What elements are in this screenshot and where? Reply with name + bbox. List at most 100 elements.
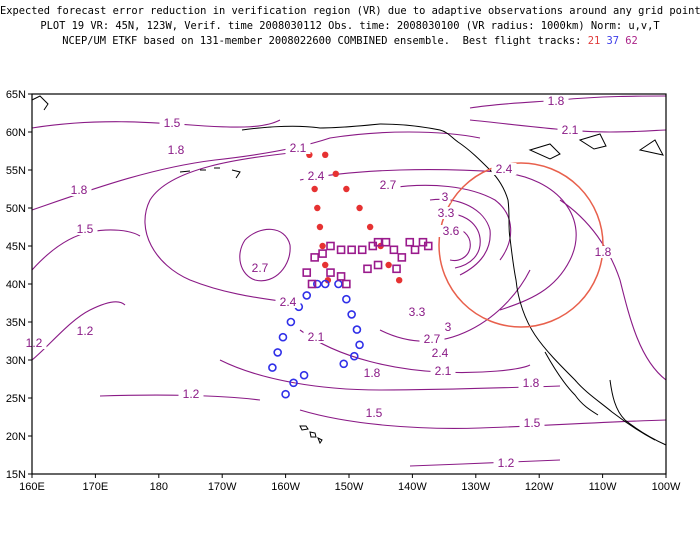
contour-label-bg [493,457,519,469]
contour-label-bg [419,333,445,345]
contour-1-8-south [219,359,561,391]
coast-canada-islands [528,133,664,160]
contour-label: 2.4 [432,346,449,360]
title-line-3-prefix: NCEP/UM ETKF based on 131-member 2008022… [62,35,582,47]
track-37-point [339,359,349,369]
contour-label-bg [72,223,98,235]
contour-label: 3.3 [409,305,426,319]
track-21-point [332,170,339,177]
contour-1-2-bottom [409,459,561,467]
contour-label-bg [442,321,454,333]
x-tick-label: 170W [208,481,237,493]
track-62-point [392,264,401,274]
track-62-point [336,245,346,255]
y-tick-label: 30N [6,355,26,367]
contour-label: 1.5 [524,416,541,430]
contour-label: 2.4 [308,169,325,183]
contour-label: 1.5 [77,222,94,236]
contour-label-bg [72,325,98,337]
flight-tracks [268,151,433,399]
track-37-point [349,351,359,361]
contour-label-bg [21,337,47,349]
track-62-point [336,272,346,281]
verification-region-circle [438,162,604,328]
contour-label-bg [303,331,329,343]
coast-east-asia [31,95,49,111]
contour-label-bg [427,347,453,359]
contour-label-bg [285,142,311,154]
coast-hawaii [299,425,323,445]
contour-label-bg [518,377,544,389]
track-37-point [352,325,362,334]
map-background [32,94,666,474]
contour-label-bg [247,262,273,274]
track-62-point [373,237,383,247]
y-tick-label: 25N [6,393,26,405]
track-62-point [302,268,312,277]
contour-label: 2.4 [496,162,513,176]
contour-label: 3 [445,320,452,334]
contour-label: 1.2 [183,387,200,401]
track-62-point [307,279,317,289]
track-62-point [326,268,335,277]
track-21-point [314,204,321,212]
contour-label: 2.1 [308,330,325,344]
contour-1-2-west [31,301,126,361]
contour-label: 2.7 [252,261,269,275]
contour-label-bg [275,296,301,308]
x-tick-label: 130W [461,481,490,493]
coast-baja [544,351,599,416]
contour-label: 1.8 [548,94,565,108]
axis-ticks [28,93,667,478]
track-37-point [286,317,296,327]
contour-label: 1.8 [168,143,185,157]
y-axis-labels: 65N 60N 55N 50N 45N 40N 35N 30N 25N 20N 15N [6,89,26,481]
contour-3-ring [429,198,491,276]
contour-label-bg [519,417,545,429]
contour-label: 2.7 [424,332,441,346]
track-21-point [311,185,318,193]
track-21-point [366,223,374,231]
contour-inner-south [379,269,531,342]
x-tick-label: 140W [398,481,427,493]
y-tick-label: 15N [6,469,26,481]
track-62-point [347,245,356,255]
contour-1-8-east [559,199,667,381]
track-21-point [322,151,329,158]
contour-label: 1.5 [164,116,181,130]
y-tick-label: 35N [6,317,26,329]
track-62-point [405,237,415,247]
track-legend-21: 21 [587,35,601,47]
y-tick-label: 60N [6,127,26,139]
track-legend-37: 37 [606,35,619,47]
contour-label-bg [557,124,583,136]
contour-2-4-ring [299,169,577,311]
contour-label-bg [375,179,401,191]
contour-label-bg [438,225,464,237]
track-21-point [324,277,332,284]
track-37-point [268,363,277,372]
track-37-point [355,340,364,350]
track-62-point [310,253,319,262]
track-37-point [347,310,356,319]
contour-2-7-left-loop [239,228,291,282]
track-62-point [326,241,335,251]
contour-label-bg [590,246,616,258]
track-21-point [319,242,326,250]
coast-alaska [231,123,511,239]
contour-label: 1.2 [498,456,515,470]
y-tick-label: 55N [6,165,26,177]
track-37-point [278,332,288,342]
contour-label-bg [543,95,569,107]
contour-1-5-north [31,119,281,129]
contour-label-bg [439,191,451,203]
coast-gulf-mexico [609,379,667,446]
track-62-point [397,253,407,262]
track-62-point [389,245,399,255]
contour-label-bg [491,163,517,175]
contour-label: 3 [442,190,449,204]
contour-label-bg [359,367,385,379]
x-tick-label: 160W [271,481,300,493]
contour-label-bg [404,306,430,318]
